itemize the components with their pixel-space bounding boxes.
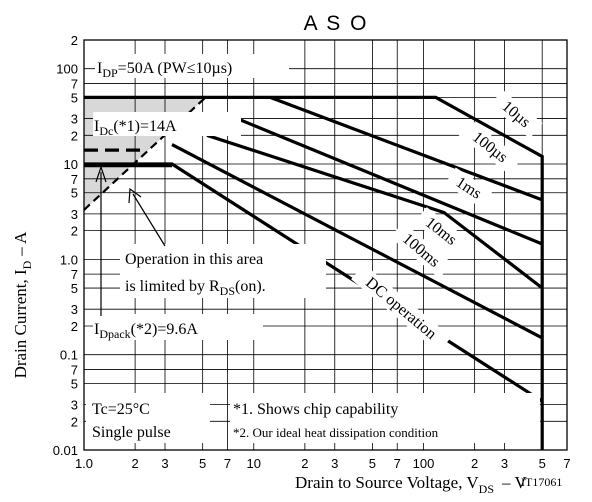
y-tick-label: 7 — [71, 362, 78, 377]
label-100ms-bg — [390, 221, 453, 279]
label-dc: DC operation — [362, 274, 439, 343]
y-tick-label: 2 — [71, 33, 78, 48]
operation-arrow-line — [132, 193, 166, 247]
note-1: *1. Shows chip capability — [233, 401, 398, 418]
y-tick-label: 2 — [71, 128, 78, 143]
y-tick-label: 5 — [71, 186, 78, 201]
y-tick-label: 3 — [71, 302, 78, 317]
label-dc-group: DC operation — [351, 263, 452, 353]
x-tick-label: 100 — [413, 456, 435, 471]
operation-arrow-head — [128, 187, 142, 204]
note-2: *2. Our ideal heat dissipation condition — [233, 425, 439, 440]
series-10us — [84, 95, 544, 450]
y-tick-label: 5 — [71, 281, 78, 296]
label-10ms-bg — [414, 207, 468, 255]
x-tick-label: 1.0 — [75, 456, 93, 471]
y-tick-label: 3 — [71, 112, 78, 127]
x-tick-label: 10 — [247, 456, 261, 471]
y-tick-label: 7 — [71, 172, 78, 187]
y-tick-label: 7 — [71, 76, 78, 91]
operation-note-line1: Operation in this area — [125, 251, 263, 268]
y-tick-label: 3 — [71, 398, 78, 413]
y-axis-label: Drain Current, ID– A — [11, 231, 34, 379]
x-tick-label: 3 — [501, 456, 508, 471]
idpack-arrow-head — [95, 165, 107, 183]
operation-note-line2: is limited by RDS(on). — [125, 278, 266, 298]
figure-code: IT17061 — [521, 475, 562, 489]
label-1ms-group: 1ms — [444, 167, 493, 209]
series-layer — [83, 95, 544, 450]
y-tick-label: 10 — [64, 157, 78, 172]
condition-temp: Tc=25°C — [92, 401, 150, 418]
x-tick-label: 5 — [369, 456, 376, 471]
rds-limit-line — [83, 96, 207, 211]
y-tick-label: 0.1 — [60, 348, 78, 363]
idpack-label: IDpack(*2)=9.6A — [94, 321, 198, 341]
y-tick-label: 5 — [71, 376, 78, 391]
x-tick-label: 7 — [224, 456, 231, 471]
x-tick-label: 2 — [301, 456, 308, 471]
y-tick-label: 3 — [71, 207, 78, 222]
y-tick-label: 7 — [71, 267, 78, 282]
y-tick-label: 1.0 — [60, 252, 78, 267]
x-tick-label: 2 — [131, 456, 138, 471]
chart-title: A S O — [304, 12, 369, 35]
operation-note-bg — [120, 244, 326, 298]
series-100us — [269, 95, 543, 202]
x-tick-label: 3 — [331, 456, 338, 471]
plot-frame — [83, 39, 568, 451]
x-tick-label: 2 — [471, 456, 478, 471]
label-1ms-bg — [444, 167, 493, 209]
label-100us-bg — [458, 119, 522, 175]
y-tick-label: 2 — [71, 414, 78, 429]
x-tick-label: 5 — [539, 456, 546, 471]
series-1ms — [229, 114, 543, 246]
x-tick-label: 7 — [563, 456, 570, 471]
y-tick-label: 2 — [71, 319, 78, 334]
x-tick-label: 5 — [199, 456, 206, 471]
condition-pulse: Single pulse — [92, 424, 171, 441]
condition-box-bg — [86, 393, 210, 443]
series-100ms — [171, 143, 543, 340]
label-10us-bg — [489, 89, 543, 139]
series-10ms — [206, 133, 544, 290]
y-tick-label: 5 — [71, 90, 78, 105]
notes-box-bg — [230, 393, 540, 443]
x-tick-label: 3 — [161, 456, 168, 471]
y-tick-label: 100 — [56, 62, 78, 77]
idp-label-bg — [95, 54, 289, 78]
idc-label-bg — [93, 112, 241, 136]
y-tick-label: 2 — [71, 224, 78, 239]
label-dc-bg — [351, 263, 452, 353]
x-tick-label: 7 — [394, 456, 401, 471]
x-axis-label: Drain to Source Voltage, VDS – V — [295, 473, 527, 496]
idpack-label-bg — [93, 314, 263, 340]
y-tick-label: 0.01 — [53, 443, 78, 458]
idc-label: IDc(*1)=14A — [94, 118, 177, 138]
idp-label: IDP=50A (PW≤10µs) — [97, 60, 232, 80]
